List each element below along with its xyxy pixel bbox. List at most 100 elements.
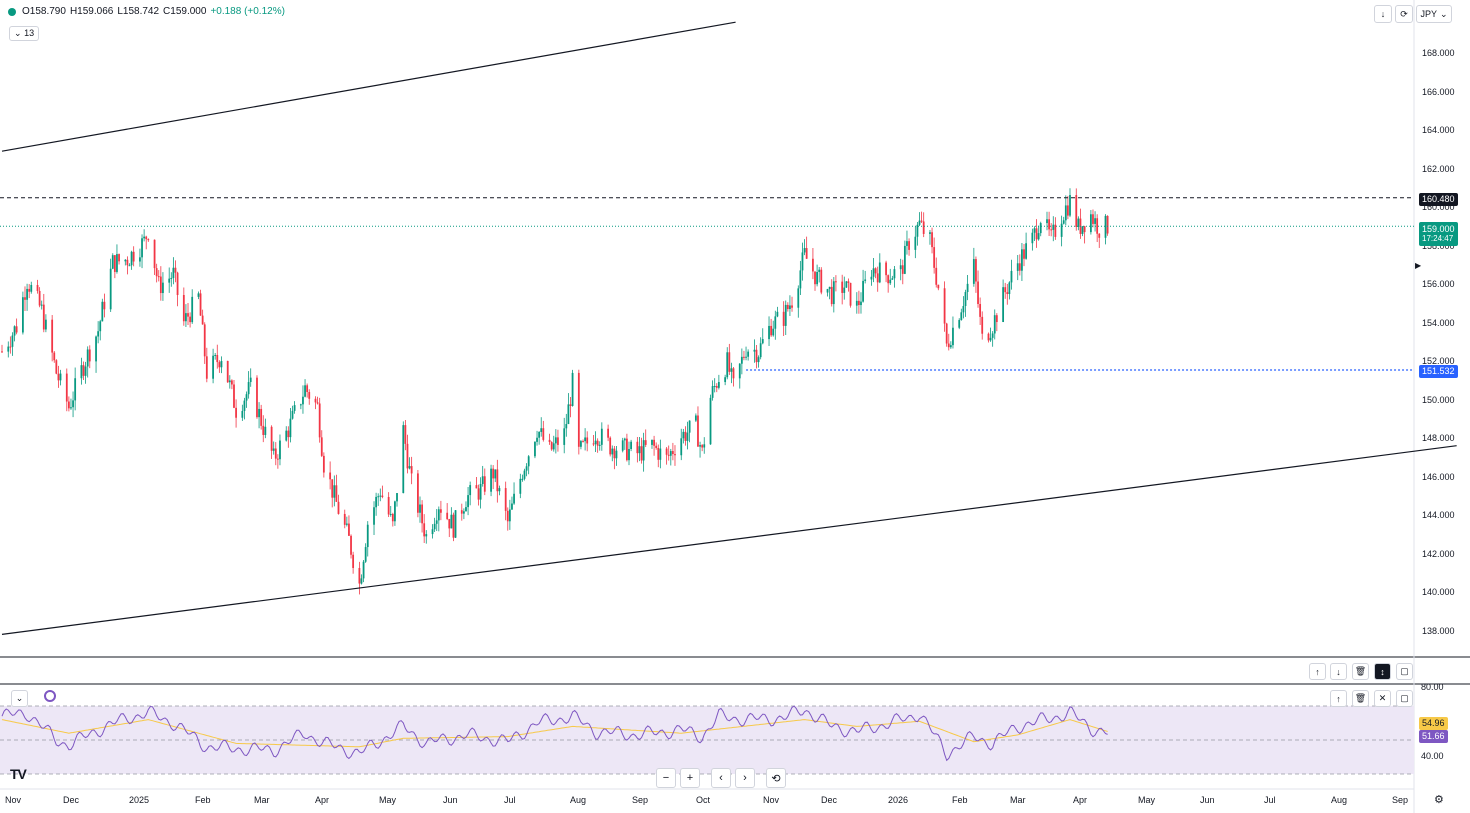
candle-body — [755, 349, 758, 363]
candle-body — [671, 451, 674, 455]
rsi-move-up-button[interactable]: ↑ — [1330, 690, 1347, 707]
candle-body — [860, 301, 862, 306]
candle-body — [906, 241, 908, 246]
zoom-out-button[interactable]: − — [656, 768, 676, 788]
pane-maximize-button[interactable]: ▢ — [1396, 663, 1413, 680]
candle-body — [694, 415, 697, 421]
candle-body — [611, 448, 614, 455]
candle-body — [128, 265, 131, 267]
candle-body — [958, 320, 961, 328]
candle-body — [423, 523, 426, 537]
candle-body — [256, 377, 258, 418]
candle-body — [730, 368, 733, 372]
pane-delete-button[interactable]: 🗑 — [1352, 663, 1369, 680]
rsi-collapse-button[interactable]: ⌄ — [11, 690, 28, 707]
candle-body — [492, 468, 495, 479]
rsi-layer — [0, 705, 1414, 775]
indicators-toggle-button[interactable]: ⌄ 13 — [9, 26, 40, 41]
candle-body — [1106, 215, 1109, 234]
candle-body — [126, 259, 129, 266]
candle-body — [816, 271, 818, 285]
indicator-count: 13 — [24, 28, 35, 38]
candle-body — [724, 377, 727, 383]
candle-body — [508, 509, 511, 522]
pane-collapse-button[interactable]: ↕ — [1374, 663, 1391, 680]
candle-body — [513, 493, 515, 504]
candle-body — [435, 520, 438, 524]
candle-body — [245, 394, 248, 401]
pane-move-up-button[interactable]: ↑ — [1309, 663, 1326, 680]
candle-body — [981, 316, 984, 334]
pane-move-down-button[interactable]: ↓ — [1330, 663, 1347, 680]
candle-body — [855, 300, 858, 306]
candle-body — [408, 466, 411, 469]
candle-body — [1048, 219, 1050, 230]
candle-body — [715, 385, 718, 388]
refresh-button[interactable]: ⟳ — [1395, 5, 1413, 23]
candle-body — [475, 485, 478, 489]
candle-body — [554, 437, 557, 444]
time-axis-label: Feb — [952, 795, 968, 805]
candle-body — [876, 273, 879, 283]
candle-body — [316, 402, 319, 404]
arrow-down-icon: ↓ — [1380, 9, 1386, 19]
candle-body — [931, 232, 933, 248]
candle-body — [348, 523, 350, 536]
candle-body — [306, 385, 309, 393]
settings-gear-icon[interactable]: ⚙ — [1434, 794, 1444, 806]
scroll-left-button[interactable]: ‹ — [711, 768, 731, 788]
candle-body — [1081, 226, 1084, 234]
download-button[interactable]: ↓ — [1374, 5, 1392, 23]
candle-body — [103, 301, 106, 310]
candle-body — [15, 326, 18, 333]
candle-body — [1021, 249, 1023, 271]
candle-body — [534, 441, 536, 457]
candle-body — [569, 404, 572, 406]
candle-body — [42, 304, 45, 330]
candle-body — [960, 312, 963, 321]
candle-body — [550, 442, 553, 450]
candle-body — [358, 567, 361, 584]
candle-body — [651, 439, 653, 445]
price-tick: 144.000 — [1422, 510, 1455, 520]
rsi-maximize-button[interactable]: ▢ — [1396, 690, 1413, 707]
candle-body — [1096, 218, 1099, 234]
rsi-settings-icon[interactable] — [44, 690, 56, 702]
candle-body — [231, 380, 233, 385]
candle-body — [701, 445, 704, 448]
candle-body — [88, 349, 91, 362]
candle-body — [425, 534, 428, 537]
candle-body — [145, 236, 148, 240]
candle-body — [329, 472, 332, 480]
candle-body — [299, 404, 302, 406]
candle-body — [331, 479, 334, 498]
candle-body — [557, 437, 559, 445]
candle-body — [235, 407, 237, 418]
candle-body — [95, 336, 97, 362]
candle-body — [1035, 228, 1038, 240]
time-axis-label: May — [1138, 795, 1156, 805]
candle-body — [406, 443, 409, 469]
candle-body — [870, 276, 873, 280]
candle-body — [130, 251, 133, 266]
candle-body — [97, 331, 100, 337]
reset-chart-button[interactable]: ⟲ — [766, 768, 786, 788]
candle-body — [847, 281, 850, 283]
candle-body — [772, 328, 775, 336]
candle-body — [887, 275, 890, 284]
tradingview-logo[interactable]: TV — [10, 766, 27, 782]
currency-selector[interactable]: JPY ⌄ — [1416, 5, 1452, 23]
candle-body — [218, 362, 221, 368]
low-line-tag: 151.532 — [1419, 365, 1458, 378]
candle-body — [477, 488, 480, 500]
candle-body — [80, 365, 83, 379]
zoom-in-button[interactable]: + — [680, 768, 700, 788]
rsi-delete-button[interactable]: 🗑 — [1352, 690, 1369, 707]
candle-body — [490, 468, 492, 492]
rsi-close-button[interactable]: ✕ — [1374, 690, 1391, 707]
candle-body — [228, 380, 231, 383]
scroll-right-button[interactable]: › — [735, 768, 755, 788]
candle-body — [168, 278, 171, 283]
candle-body — [345, 523, 348, 525]
